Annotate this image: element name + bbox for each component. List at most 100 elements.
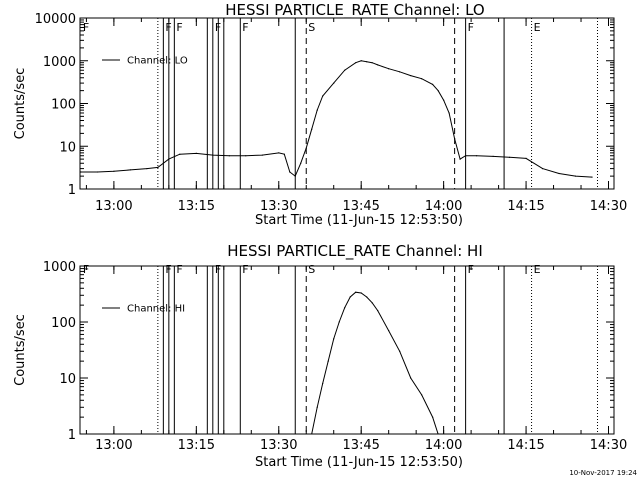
x-tick-label: 13:30	[260, 199, 297, 214]
data-point	[333, 338, 335, 340]
y-tick-label: 10000	[35, 12, 76, 27]
event-marker-label: E	[534, 21, 541, 34]
data-point	[333, 82, 335, 84]
data-point	[360, 292, 362, 294]
series-line	[80, 60, 593, 178]
x-tick-label: 13:30	[260, 438, 297, 453]
data-point	[388, 68, 390, 70]
x-tick-label: 14:30	[590, 438, 627, 453]
data-point	[366, 61, 368, 63]
data-point	[465, 155, 467, 157]
y-axis-label: Counts/sec	[13, 314, 28, 386]
panel-title: HESSI PARTICLE_RATE Channel: HI	[227, 242, 483, 261]
event-marker-label: S	[308, 263, 315, 276]
data-point	[355, 62, 357, 64]
event-marker-label: F	[468, 21, 474, 34]
y-tick-label: 100	[51, 98, 76, 113]
data-point	[508, 156, 511, 158]
y-tick-label: 1000	[43, 55, 76, 70]
data-point	[96, 171, 99, 173]
data-point	[525, 157, 527, 159]
data-point	[195, 152, 197, 155]
data-point	[443, 99, 445, 101]
data-point	[179, 153, 181, 155]
data-point	[399, 350, 401, 352]
data-point	[476, 155, 478, 157]
data-point	[437, 90, 439, 92]
data-point	[377, 64, 379, 66]
data-point	[289, 171, 291, 173]
x-axis-label: Start Time (11-Jun-15 12:53:50)	[255, 455, 463, 470]
x-axis-label: Start Time (11-Jun-15 12:53:50)	[255, 213, 463, 228]
data-point	[316, 109, 318, 111]
x-tick-label: 13:45	[342, 199, 379, 214]
data-point	[377, 309, 379, 312]
y-tick-label: 1	[68, 428, 76, 443]
data-point	[371, 62, 373, 64]
data-point	[338, 321, 340, 323]
x-tick-label: 13:15	[178, 438, 215, 453]
y-tick-label: 1	[68, 183, 76, 198]
data-point	[432, 83, 434, 85]
y-tick-label: 10	[59, 372, 76, 387]
data-point	[437, 433, 439, 434]
data-point	[371, 302, 373, 304]
data-point	[421, 394, 423, 396]
data-point	[294, 175, 296, 177]
data-point	[212, 154, 214, 156]
y-axis-label: Counts/sec	[13, 68, 28, 140]
data-point	[245, 155, 247, 157]
data-point	[366, 296, 368, 298]
x-tick-label: 14:15	[507, 199, 544, 214]
event-marker-label: E	[534, 263, 541, 276]
x-tick-label: 13:00	[95, 199, 132, 214]
data-point	[344, 307, 346, 309]
panel-0: HESSI PARTICLE_RATE Channel: LO Counts/se…	[13, 1, 627, 228]
data-point	[80, 171, 82, 173]
data-point	[410, 74, 412, 77]
data-point	[129, 169, 131, 171]
event-marker-label: F	[176, 263, 182, 276]
data-point	[360, 60, 362, 62]
x-tick-label: 13:00	[95, 438, 132, 453]
legend-label: Channel: LO	[127, 56, 188, 67]
panel-1: HESSI PARTICLE_RATE Channel: HI Counts/se…	[13, 242, 627, 470]
x-tick-label: 14:30	[590, 199, 627, 214]
data-point	[388, 330, 390, 332]
y-tick-label: 100	[51, 316, 76, 331]
y-tick-label: 10	[59, 140, 76, 155]
data-point	[278, 152, 280, 154]
data-point	[410, 377, 412, 379]
data-point	[322, 95, 324, 97]
data-point	[344, 69, 346, 71]
data-point	[228, 155, 230, 157]
x-tick-label: 13:15	[178, 199, 215, 214]
data-point	[558, 172, 560, 175]
footer-timestamp: 10-Nov-2017 19:24	[569, 469, 637, 477]
data-point	[327, 360, 329, 362]
data-point	[541, 168, 544, 170]
data-point	[399, 71, 401, 73]
data-point	[459, 158, 461, 160]
data-point	[113, 170, 115, 172]
data-point	[168, 158, 170, 160]
series-line	[311, 291, 439, 434]
data-point	[574, 175, 577, 177]
x-tick-label: 14:00	[425, 438, 462, 453]
event-marker-label: F	[83, 263, 89, 276]
plot-frame	[79, 265, 615, 435]
legend-label: Channel: HI	[127, 304, 185, 315]
data-point	[492, 155, 494, 157]
data-point	[355, 291, 357, 293]
data-point	[283, 153, 285, 155]
data-point	[261, 154, 263, 156]
data-point	[448, 112, 450, 114]
data-point	[454, 138, 456, 140]
data-point	[432, 416, 434, 418]
data-point	[311, 128, 313, 130]
event-marker-label: F	[176, 21, 182, 34]
data-point	[157, 166, 159, 169]
event-marker-label: S	[308, 21, 315, 34]
x-tick-label: 14:00	[425, 199, 462, 214]
